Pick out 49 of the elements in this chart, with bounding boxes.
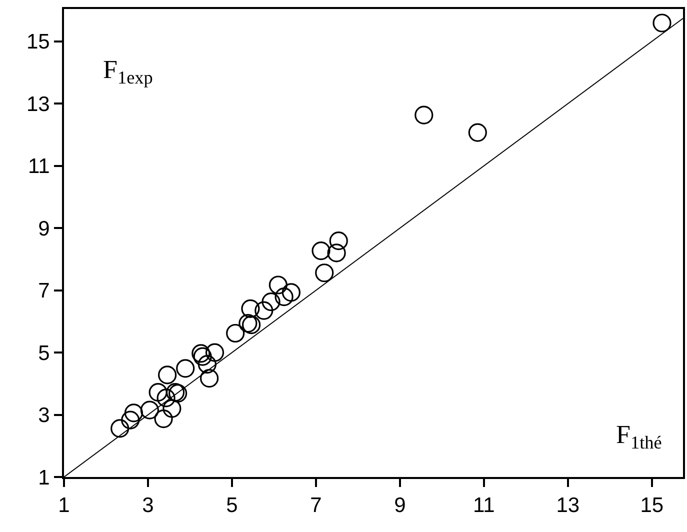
y-tick-label: 3 bbox=[38, 404, 50, 428]
x-tick-label: 5 bbox=[226, 494, 238, 518]
point bbox=[226, 324, 245, 343]
point bbox=[238, 314, 258, 333]
point bbox=[652, 14, 672, 32]
point bbox=[148, 383, 168, 402]
point bbox=[329, 232, 348, 250]
point bbox=[156, 388, 176, 408]
x-tick-label: 15 bbox=[640, 494, 664, 518]
point bbox=[154, 410, 173, 428]
x-tick-label: 13 bbox=[556, 494, 580, 518]
point bbox=[262, 292, 280, 312]
point bbox=[140, 400, 159, 420]
y-tick-label: 7 bbox=[38, 280, 50, 303]
point bbox=[124, 404, 144, 422]
x-tick-label: 11 bbox=[473, 494, 495, 518]
point bbox=[242, 316, 261, 334]
x-tick-label: 3 bbox=[142, 494, 154, 518]
point bbox=[312, 241, 330, 260]
point bbox=[162, 399, 182, 418]
point bbox=[254, 301, 274, 320]
x-tick-label: 7 bbox=[310, 494, 322, 518]
point bbox=[200, 369, 219, 388]
point bbox=[205, 343, 224, 362]
y-tick-label: 5 bbox=[38, 342, 50, 365]
point bbox=[274, 288, 294, 306]
point bbox=[327, 244, 346, 262]
point bbox=[198, 355, 216, 374]
point bbox=[282, 283, 300, 302]
point bbox=[192, 344, 210, 363]
y-tick-label: 1 bbox=[38, 466, 50, 490]
y-tick-label: 11 bbox=[28, 155, 50, 178]
point bbox=[315, 264, 334, 282]
point bbox=[158, 366, 177, 384]
x-tick-label: 9 bbox=[394, 494, 406, 518]
y-tick-label: 13 bbox=[26, 92, 50, 116]
point bbox=[176, 359, 195, 378]
y-tick-label: 15 bbox=[26, 30, 50, 54]
point bbox=[414, 106, 434, 124]
y-tick-label: 9 bbox=[38, 217, 50, 240]
point bbox=[241, 299, 260, 318]
point bbox=[110, 419, 130, 438]
x-tick-label: 1 bbox=[58, 494, 70, 518]
point bbox=[121, 410, 140, 430]
point bbox=[193, 347, 212, 366]
point bbox=[468, 123, 487, 142]
annotation: F$_{1thé}$ bbox=[616, 420, 662, 452]
point bbox=[268, 276, 288, 294]
annotation: F$_{1exp}$ bbox=[103, 55, 153, 88]
